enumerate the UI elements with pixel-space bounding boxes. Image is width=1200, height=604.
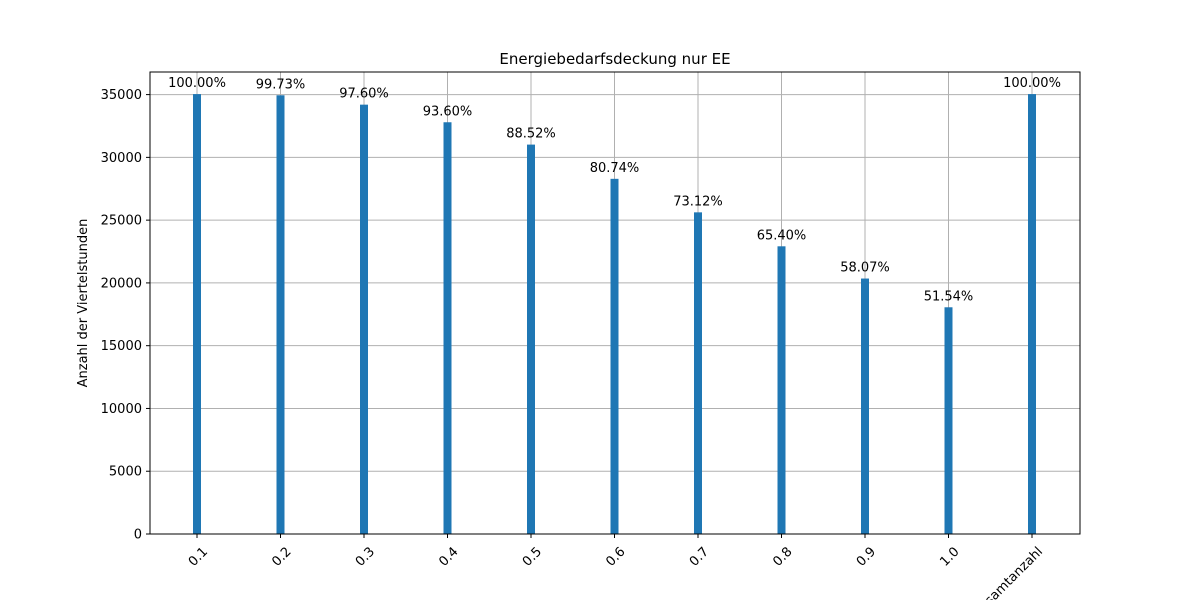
- y-tick-label: 5000: [109, 465, 142, 480]
- bar-0.4: [443, 122, 452, 534]
- y-tick-label: 20000: [101, 276, 142, 291]
- y-ticks: 0 5000 10000 15000 20000 25000 30000 35000: [101, 88, 150, 543]
- chart-title: Energiebedarfsdeckung nur EE: [499, 50, 730, 68]
- bar-1.0: [944, 307, 953, 534]
- bar-0.9: [861, 278, 869, 534]
- data-label: 58.07%: [840, 261, 890, 276]
- data-label: 88.52%: [506, 127, 556, 142]
- bar-0.5: [527, 144, 535, 534]
- data-label: 97.60%: [339, 87, 389, 102]
- bar-Gesamtanzahl: [1028, 94, 1036, 535]
- y-tick-label: 10000: [101, 402, 142, 417]
- data-labels: 100.00% 99.73% 97.60% 93.60% 88.52% 80.74% 73.…: [168, 76, 1061, 304]
- bar-0.7: [694, 212, 702, 535]
- y-tick-label: 25000: [101, 214, 142, 229]
- bar-0.2: [276, 95, 285, 534]
- data-label: 99.73%: [256, 77, 306, 92]
- y-tick-label: 35000: [101, 88, 142, 103]
- data-label: 51.54%: [924, 289, 974, 304]
- bar-0.1: [193, 94, 201, 535]
- bar-0.8: [777, 246, 786, 534]
- y-axis-label: Anzahl der Viertelstunden: [76, 219, 91, 388]
- data-label: 93.60%: [423, 104, 473, 119]
- bar-0.6: [610, 178, 619, 534]
- data-label: 100.00%: [1003, 76, 1061, 91]
- y-tick-label: 30000: [101, 151, 142, 166]
- data-label: 100.00%: [168, 76, 226, 91]
- data-label: 73.12%: [673, 194, 723, 209]
- data-label: 65.40%: [757, 228, 807, 243]
- bars: [193, 94, 1036, 535]
- bar-0.3: [360, 104, 368, 534]
- y-tick-label: 0: [134, 528, 142, 543]
- y-tick-label: 15000: [101, 339, 142, 354]
- data-label: 80.74%: [590, 161, 640, 176]
